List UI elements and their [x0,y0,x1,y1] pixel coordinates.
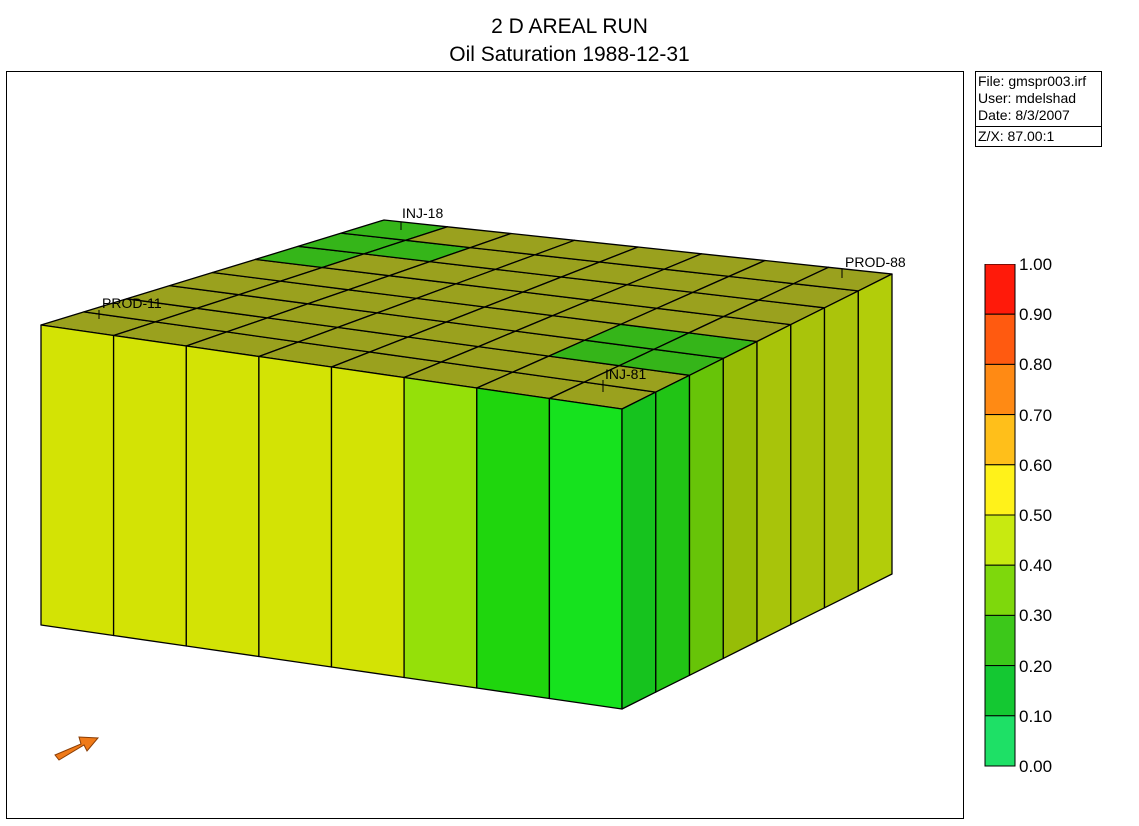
side-cell [756,323,792,643]
well-markers: INJ-18 INJ-81 PROD-11 PROD-88 [98,205,906,392]
legend-tick-label: 0.30 [1019,606,1053,626]
plot-title: 2 D AREAL RUN [491,15,648,38]
front-cell [112,334,187,647]
front-cell [185,345,260,658]
well-label-prod11: PROD-11 [102,295,162,311]
plot-title-block: 2 D AREAL RUN Oil Saturation 1988-12-31 [0,13,1139,69]
legend-tick-label: 0.60 [1019,455,1053,475]
color-scale-bar [984,264,1016,767]
reservoir-3d-view[interactable]: INJ-18 INJ-81 PROD-11 PROD-88 [7,72,964,819]
well-label-inj81: INJ-81 [605,366,646,382]
front-cell [476,387,551,700]
legend-tick-label: 0.80 [1019,355,1053,375]
zx-ratio: Z/X: 87.00:1 [978,128,1055,144]
side-cell [823,290,859,609]
front-cell [548,397,623,710]
side-cell [790,307,826,626]
file-name: File: gmspr003.irf [978,73,1087,89]
side-cell [857,273,893,592]
legend-tick-label: 0.90 [1019,305,1053,325]
legend-swatch [984,514,1016,566]
front-cell [330,366,405,679]
legend-swatch [984,665,1016,717]
legend-tick-label: 0.10 [1019,706,1053,726]
side-cell [621,391,657,710]
legend-tick-label: 0.70 [1019,405,1053,425]
side-cell [688,357,724,676]
legend-swatch [984,264,1016,315]
well-label-prod88: PROD-88 [845,254,906,270]
legend-swatch [984,464,1016,516]
legend-swatch [984,363,1016,416]
legend-swatch [984,614,1016,667]
legend-swatch [984,715,1016,767]
front-cell [258,355,333,668]
orientation-arrow-icon[interactable] [54,736,100,761]
side-cell [722,340,758,660]
legend-tick-label: 1.00 [1019,255,1053,274]
legend-swatch [984,564,1016,616]
color-legend: 1.00 0.90 0.80 0.70 0.60 0.50 0.40 0.30 0.20 0.10… [984,255,1124,776]
legend-tick-label: 0.00 [1019,757,1053,776]
grid-blocks [40,219,893,710]
plot-subtitle: Oil Saturation 1988-12-31 [449,43,690,66]
well-label-inj18: INJ-18 [402,205,443,221]
file-info-box: File: gmspr003.irf User: mdelshad Date: … [975,71,1102,147]
plot-area[interactable]: INJ-18 INJ-81 PROD-11 PROD-88 [6,71,964,819]
front-cell [40,324,115,637]
legend-swatch [984,414,1016,466]
front-cell [403,376,478,689]
user-name: User: mdelshad [978,90,1077,106]
legend-tick-label: 0.20 [1019,656,1053,676]
legend-tick-label: 0.50 [1019,506,1053,525]
legend-swatch [984,313,1016,365]
run-date: Date: 8/3/2007 [978,107,1070,123]
side-cell [655,374,691,693]
legend-tick-label: 0.40 [1019,556,1053,576]
